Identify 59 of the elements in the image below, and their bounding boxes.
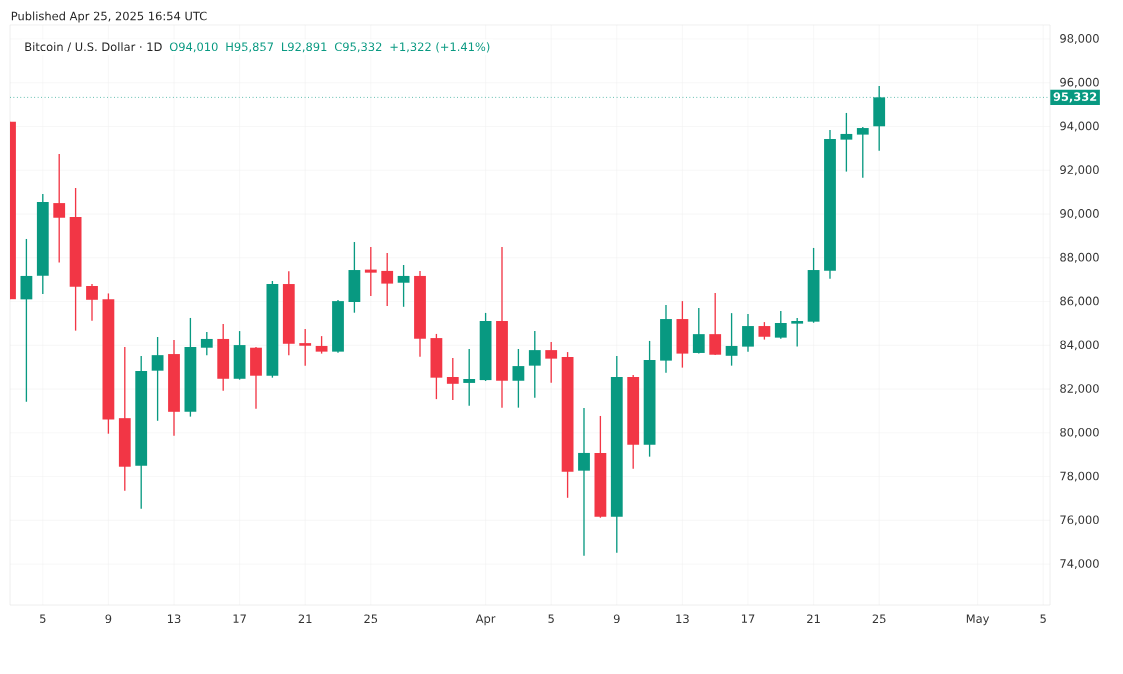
candlestick [446, 357, 459, 401]
candlestick [709, 292, 722, 356]
x-tick-label: 9 [105, 614, 112, 624]
candlestick [545, 341, 558, 384]
y-tick-label: 76,000 [1060, 515, 1099, 526]
y-tick-label: 96,000 [1060, 77, 1099, 88]
candlestick [856, 126, 869, 179]
x-tick-label: 17 [741, 614, 755, 623]
candlestick [774, 310, 787, 340]
candlestick [725, 312, 738, 367]
x-tick-label: 17 [233, 614, 246, 623]
x-tick-label: 9 [613, 614, 620, 624]
candlestick [578, 407, 590, 557]
annotation: L92,891 [282, 42, 327, 53]
candlestick [528, 330, 541, 399]
x-tick-label: 5 [1040, 614, 1046, 623]
y-tick-label: 84,000 [1060, 340, 1099, 351]
text: Bitcoin / U.S. Dollar · 1D [25, 42, 162, 52]
annotation: O94,010 [169, 42, 218, 53]
x-tick-label: 5 [40, 614, 46, 623]
y-tick-label: 74,000 [1060, 559, 1099, 570]
candlestick [151, 336, 164, 422]
annotation: +1,322 (+1.41%) [390, 42, 490, 53]
candlestick [364, 246, 377, 297]
y-tick-label: 80,000 [1060, 427, 1099, 438]
y-tick-label: 82,000 [1060, 384, 1099, 394]
candlestick [791, 317, 804, 348]
x-tick-label: Apr [475, 614, 496, 626]
x-tick-label: 13 [167, 614, 181, 624]
candlestick [86, 283, 98, 322]
candlestick [53, 153, 66, 264]
candlestick [742, 313, 754, 353]
ref-line-label: 95,332 [1053, 92, 1097, 103]
y-tick-label: 78,000 [1060, 471, 1099, 482]
y-tick-label: 86,000 [1060, 296, 1099, 307]
x-tick-label: 21 [807, 614, 820, 623]
candlestick [463, 348, 476, 407]
x-tick-label: 13 [676, 614, 689, 624]
x-tick-label: 25 [364, 614, 378, 624]
x-tick-label: 25 [872, 614, 886, 624]
y-tick-label: 98,000 [1060, 34, 1099, 44]
y-tick-label: 92,000 [1060, 165, 1099, 176]
text: Published Apr 25, 2025 16:54 UTC [11, 11, 207, 23]
y-tick-label: 94,000 [1060, 121, 1099, 132]
candlestick [200, 331, 213, 356]
candlestick [397, 264, 410, 308]
annotation: H95,857 [226, 42, 274, 53]
candlestick [840, 112, 853, 173]
candlestick [692, 307, 705, 355]
annotation: C95,332 [334, 42, 382, 53]
x-tick-label: 21 [298, 614, 312, 623]
candlestick [512, 348, 525, 409]
candlestick [20, 238, 33, 403]
candlestick [299, 328, 312, 367]
y-tick-label: 88,000 [1060, 252, 1099, 263]
candlestick [381, 252, 394, 307]
x-tick-label: May [966, 614, 990, 626]
x-tick-label: 5 [548, 614, 554, 623]
y-tick-label: 90,000 [1060, 209, 1099, 219]
